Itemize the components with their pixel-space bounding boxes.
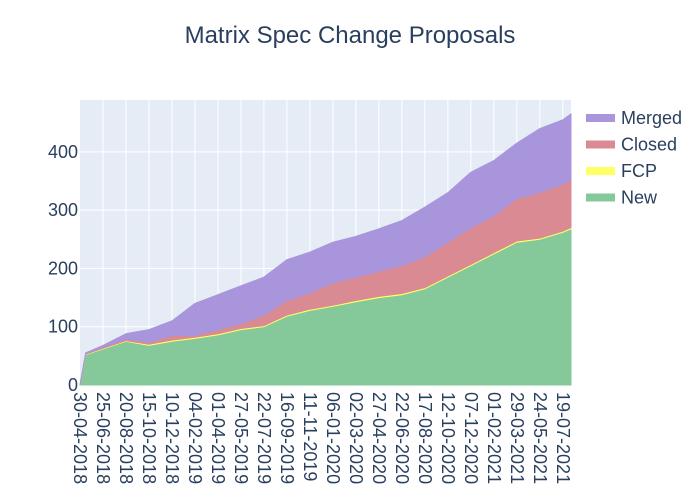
y-tick-label: 100 [48,317,78,337]
y-tick-label: 300 [48,200,78,220]
x-tick-label: 30-04-2018 [70,392,90,484]
x-tick-label: 01-02-2021 [484,392,504,484]
area-merged [79,113,572,386]
x-tick-label: 25-06-2018 [93,392,113,484]
x-tick-label: 24-05-2021 [530,392,550,484]
legend-item-merged[interactable]: Merged [586,108,682,128]
x-tick-label: 27-05-2019 [231,392,251,484]
x-tick-label: 07-12-2020 [461,392,481,484]
x-tick-label: 15-10-2018 [139,392,159,484]
x-tick-label: 22-06-2020 [392,392,412,484]
legend-swatch [586,140,615,149]
legend-label: FCP [621,161,657,181]
x-tick-label: 22-07-2019 [254,392,274,484]
legend-swatch [586,193,615,202]
y-tick-label: 0 [68,375,78,395]
legend-item-new[interactable]: New [586,188,658,208]
x-tick-label: 29-03-2021 [507,392,527,484]
x-tick-label: 19-07-2021 [553,392,573,484]
y-tick-label: 200 [48,258,78,278]
chart-title: Matrix Spec Change Proposals [185,22,516,49]
x-tick-label: 20-08-2018 [116,392,136,484]
legend-label: New [621,188,658,208]
legend-label: Closed [621,135,677,155]
x-tick-label: 04-02-2019 [185,392,205,484]
legend-item-closed[interactable]: Closed [586,135,677,155]
legend-swatch [586,114,615,122]
x-tick-label: 10-12-2018 [162,392,182,484]
x-tick-label: 12-10-2020 [438,392,458,484]
x-tick-label: 27-04-2020 [369,392,389,484]
x-tick-label: 11-11-2019 [300,392,320,481]
legend-label: Merged [621,108,682,128]
y-tick-label: 400 [48,142,78,162]
legend-swatch [586,167,615,175]
legend-item-fcp[interactable]: FCP [586,161,657,181]
x-tick-label: 16-09-2019 [277,392,297,484]
x-tick-label: 02-03-2020 [346,392,366,484]
x-tick-label: 17-08-2020 [415,392,435,484]
x-tick-label: 06-01-2020 [323,392,343,484]
x-tick-label: 01-04-2019 [208,392,228,484]
